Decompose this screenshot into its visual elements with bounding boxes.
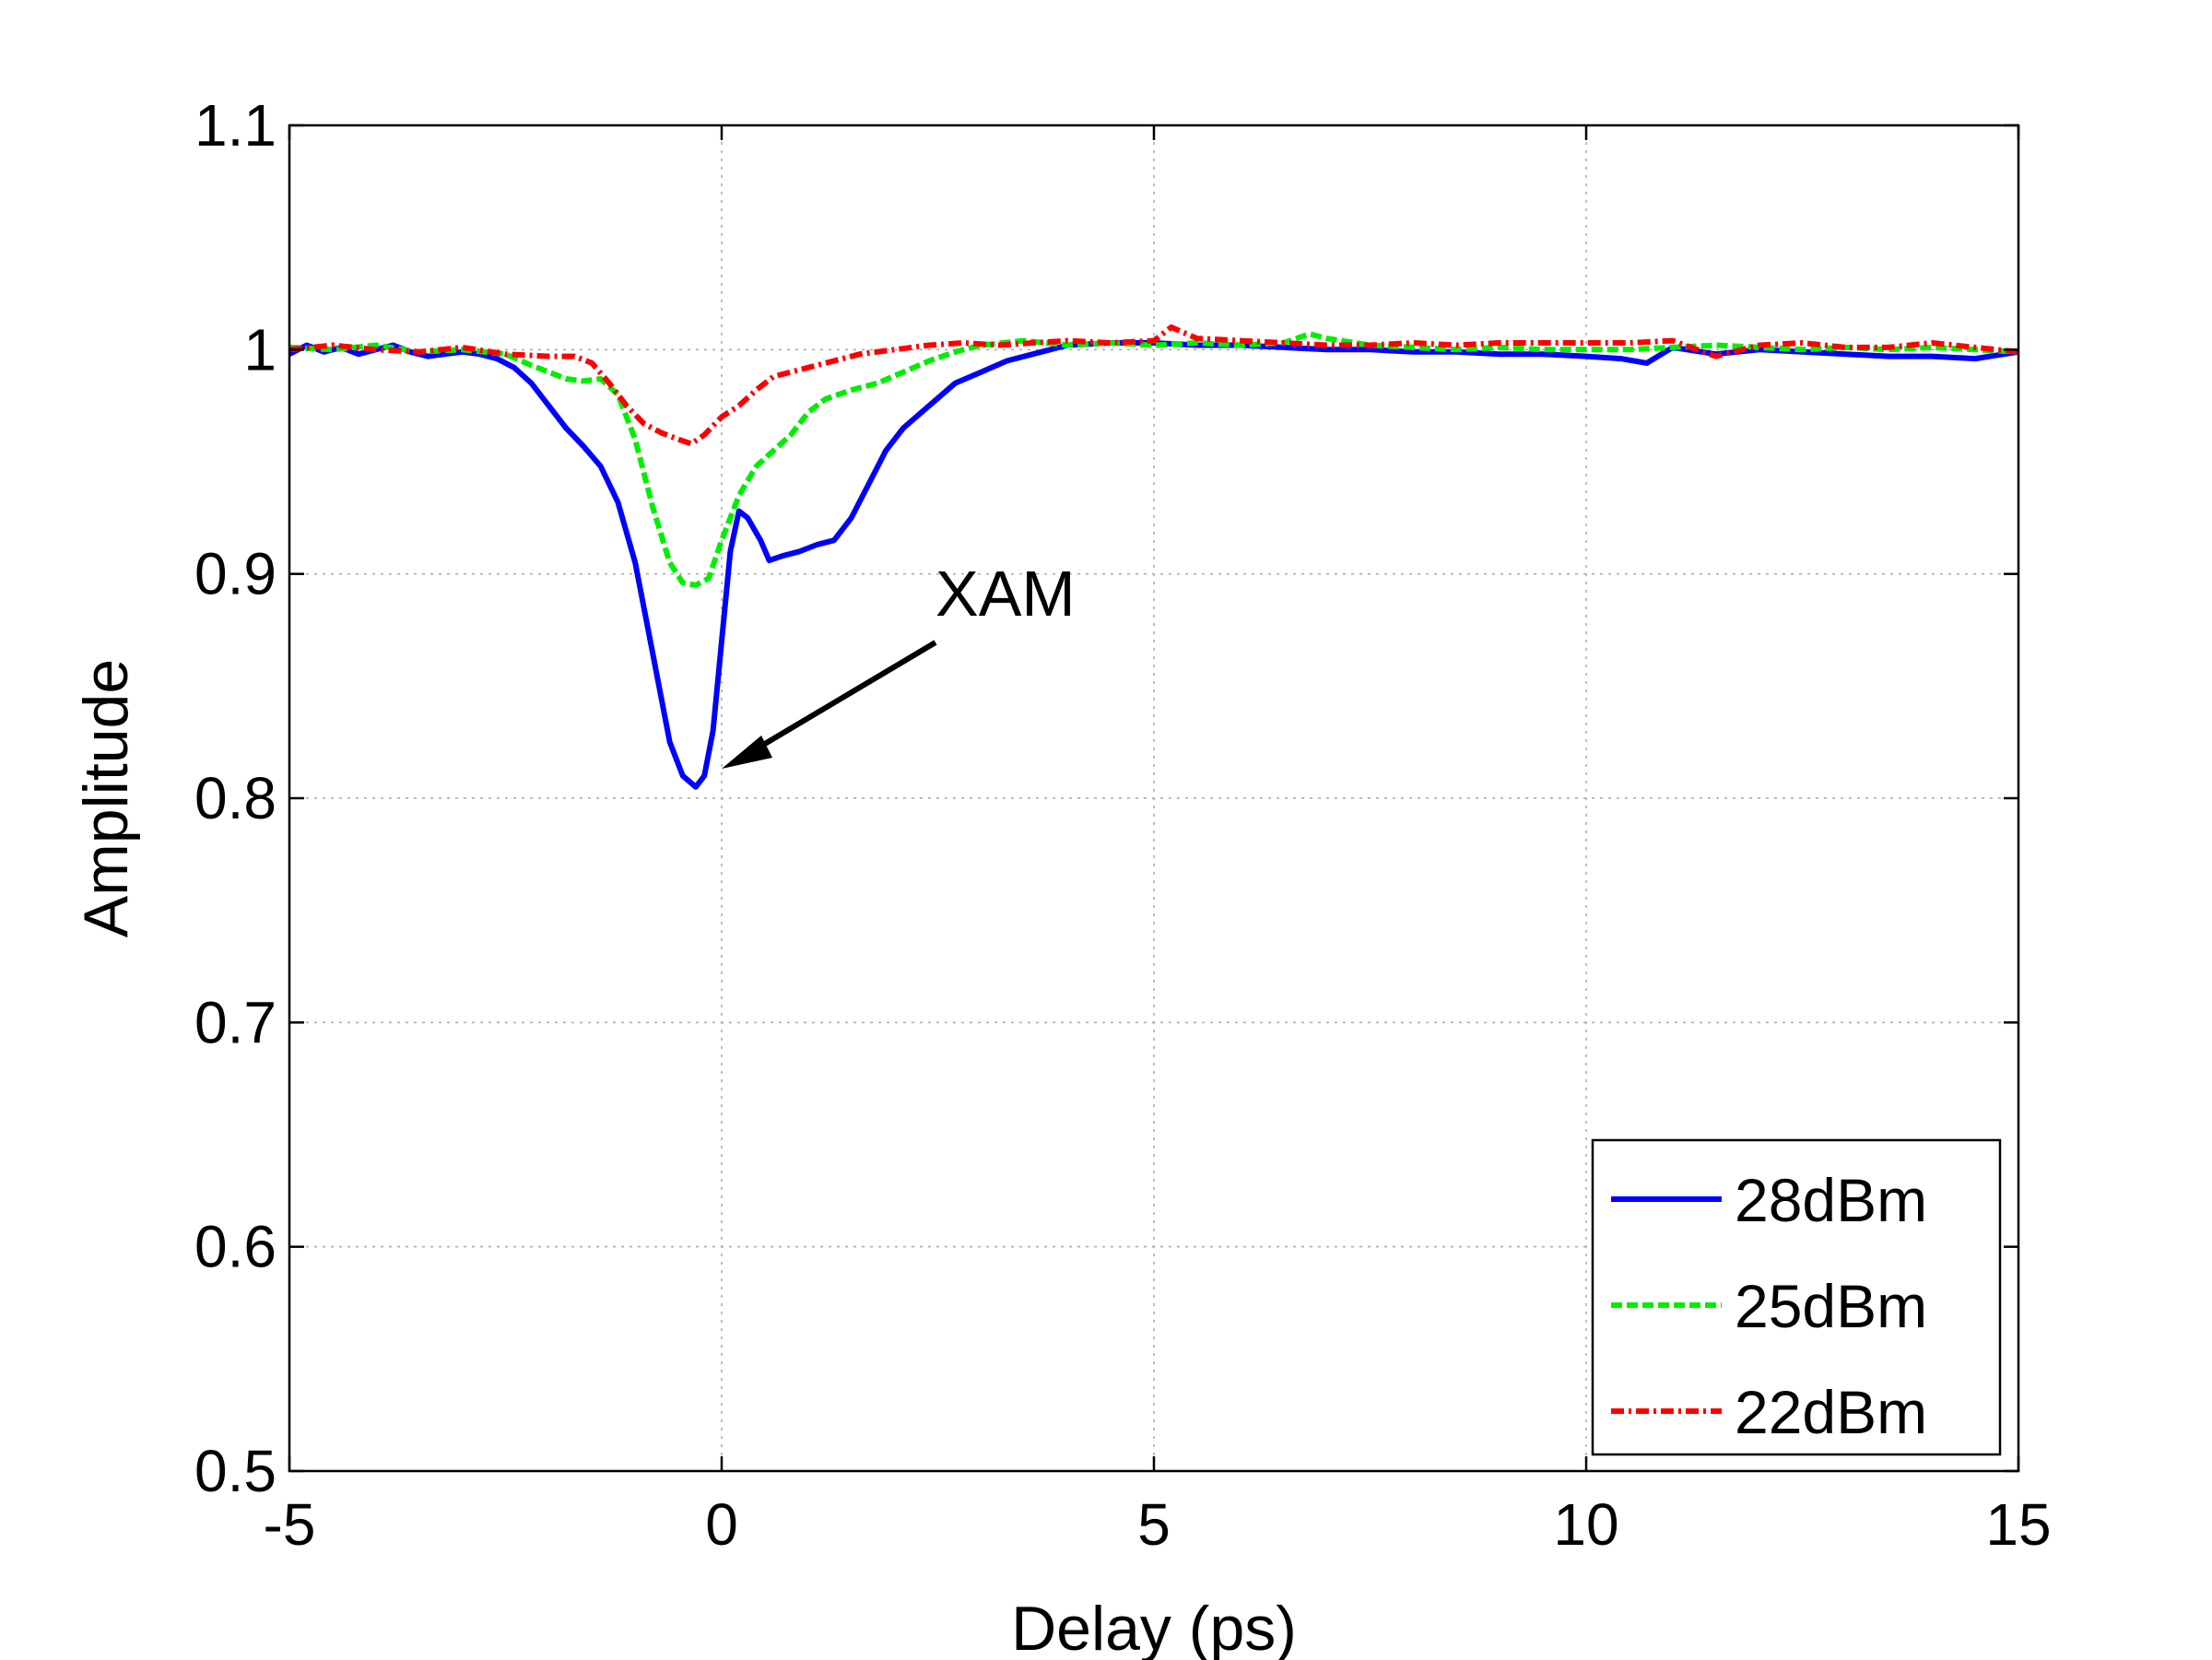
y-tick-label: 0.7 bbox=[194, 989, 276, 1055]
series-line-22dBm bbox=[289, 324, 2018, 447]
tick-labels: -5 0 5 10 15 0.5 0.6 0.7 0.8 0.9 1 1.1 bbox=[194, 92, 2052, 1558]
series-line-28dBm bbox=[289, 340, 2018, 790]
xam-arrow-head bbox=[722, 736, 772, 769]
x-tick-label: 5 bbox=[1137, 1491, 1171, 1558]
xam-annotation: XAM bbox=[722, 558, 1076, 769]
legend-label: 28dBm bbox=[1735, 1166, 1927, 1234]
legend: 28dBm 25dBm 22dBm bbox=[1591, 1138, 2002, 1456]
y-tick-label: 0.6 bbox=[194, 1214, 276, 1280]
xam-annotation-label: XAM bbox=[935, 558, 1076, 630]
series-layer bbox=[289, 324, 2018, 790]
legend-box bbox=[1591, 1138, 2002, 1456]
y-tick-label: 0.8 bbox=[194, 765, 276, 831]
xam-arrow-shaft bbox=[743, 640, 937, 759]
axis-ticks bbox=[288, 124, 2020, 1473]
y-tick-label: 1.1 bbox=[194, 92, 276, 159]
y-tick-label: 0.9 bbox=[194, 541, 276, 607]
x-tick-label: 10 bbox=[1553, 1491, 1618, 1558]
y-axis-title: Amplitude bbox=[71, 659, 141, 937]
series-line-25dBm bbox=[289, 331, 2018, 588]
y-tick-label: 1 bbox=[243, 316, 276, 383]
y-tick-label: 0.5 bbox=[194, 1438, 276, 1504]
x-axis-title: Delay (ps) bbox=[1011, 1594, 1297, 1660]
legend-label: 22dBm bbox=[1735, 1378, 1927, 1446]
x-tick-label: -5 bbox=[264, 1491, 316, 1558]
legend-label: 25dBm bbox=[1735, 1272, 1927, 1340]
x-tick-label: 0 bbox=[705, 1491, 738, 1558]
x-tick-label: 15 bbox=[1985, 1491, 2051, 1558]
